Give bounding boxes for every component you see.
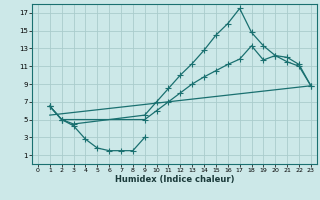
X-axis label: Humidex (Indice chaleur): Humidex (Indice chaleur) [115, 175, 234, 184]
